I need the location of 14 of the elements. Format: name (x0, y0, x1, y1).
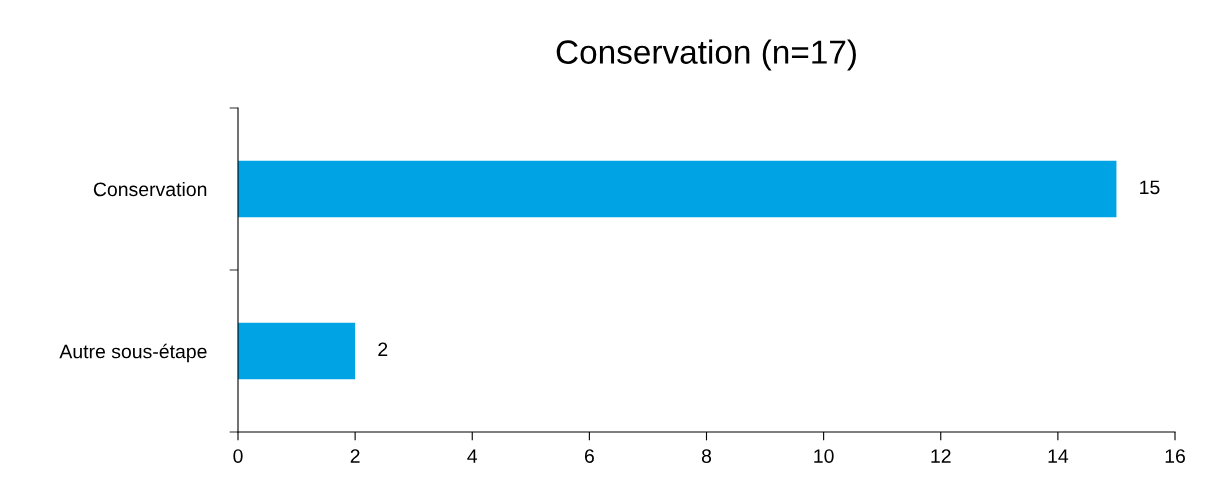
data-label: 15 (1140, 180, 1160, 195)
x-tick-label: 16 (1165, 449, 1185, 463)
x-tick-label: 14 (1048, 449, 1069, 463)
x-tick-label: 6 (584, 449, 594, 463)
x-tick-label: 2 (350, 449, 360, 463)
x-tick-label: 4 (467, 449, 478, 463)
data-label: 2 (378, 342, 388, 357)
y-tick-label: Autre sous-étape (59, 343, 207, 363)
chart-title: Conservation (n=17) (556, 39, 856, 71)
x-tick-label: 8 (701, 449, 712, 463)
x-tick-label: 10 (814, 449, 834, 463)
x-tick-label: 0 (233, 449, 243, 463)
y-tick-label: Conservation (93, 181, 207, 197)
x-tick-label: 12 (931, 449, 951, 463)
